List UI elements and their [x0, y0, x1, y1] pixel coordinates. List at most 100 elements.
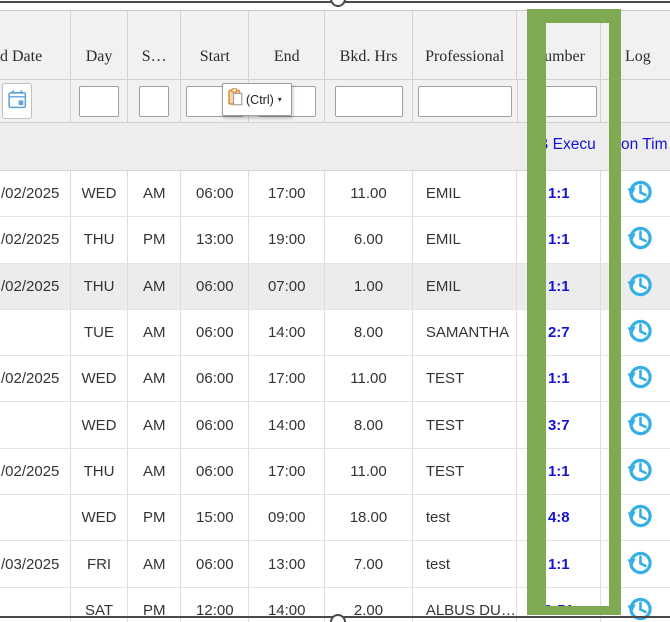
cell-day: FRI	[71, 541, 128, 586]
history-log-button[interactable]	[626, 549, 654, 580]
cell-professional: EMIL	[413, 171, 518, 216]
column-header-shift[interactable]: S…	[128, 11, 181, 79]
history-log-button[interactable]	[626, 271, 654, 302]
filter-cell-bkd	[325, 80, 413, 122]
cell-start: 13:00	[181, 217, 249, 262]
cell-number: 1:1	[517, 171, 601, 216]
table-row[interactable]: /02/2025 THU AM 06:00 17:00 11.00 TEST 1…	[0, 449, 670, 495]
filter-cell-slog	[601, 80, 670, 122]
cell-day: WED	[71, 171, 128, 216]
history-clock-icon	[626, 456, 654, 487]
table-row[interactable]: WED AM 06:00 14:00 8.00 TEST 3:7	[0, 402, 670, 448]
paste-popup-caret-icon[interactable]: ▾	[278, 95, 282, 104]
day-filter-input[interactable]	[79, 86, 119, 117]
number-link[interactable]: 1:1	[548, 231, 570, 248]
history-log-button[interactable]	[626, 502, 654, 533]
history-log-button[interactable]	[626, 410, 654, 441]
cell-date: /02/2025	[0, 264, 71, 309]
cell-professional: TEST	[413, 449, 518, 494]
cell-start: 06:00	[181, 171, 249, 216]
column-header-s-log[interactable]: S Log	[601, 11, 670, 79]
cell-end: 17:00	[249, 171, 325, 216]
table-row[interactable]: /02/2025 THU PM 13:00 19:00 6.00 EMIL 1:…	[0, 217, 670, 263]
date-filter-calendar-button[interactable]	[2, 83, 32, 119]
cell-end: 13:00	[249, 541, 325, 586]
paste-options-popup[interactable]: (Ctrl) ▾	[222, 83, 292, 116]
cell-bkd-hrs: 7.00	[325, 541, 413, 586]
column-header-bkd-hrs[interactable]: Bkd. Hrs	[325, 11, 413, 79]
number-link[interactable]: 4:8	[548, 509, 570, 526]
professional-filter-input[interactable]	[418, 86, 512, 117]
history-clock-icon	[626, 271, 654, 302]
cell-date: /02/2025	[0, 449, 71, 494]
column-header-professional[interactable]: Professional	[413, 11, 517, 79]
table-header-row: d Date Day S… Start End Bkd. Hrs Profess…	[0, 11, 670, 80]
history-clock-icon	[626, 502, 654, 533]
cell-day: WED	[71, 402, 128, 447]
selection-handle-top[interactable]	[330, 0, 346, 7]
execution-time-row: B Execu on Tim	[0, 123, 670, 171]
number-link[interactable]: 1:1	[548, 463, 570, 480]
number-link[interactable]: 1:1	[548, 185, 570, 202]
table-row[interactable]: WED PM 15:00 09:00 18.00 test 4:8	[0, 495, 670, 541]
number-link[interactable]: 2:7	[548, 324, 570, 341]
history-log-button[interactable]	[626, 224, 654, 255]
cell-professional: SAMANTHA	[413, 310, 518, 355]
number-link[interactable]: 1:1	[548, 370, 570, 387]
calendar-icon	[7, 89, 28, 113]
cell-number: 1:1	[517, 264, 601, 309]
cell-s-log	[601, 495, 670, 540]
cell-s-log	[601, 171, 670, 216]
cell-s-log	[601, 449, 670, 494]
column-header-number[interactable]: Number	[517, 11, 601, 79]
number-link[interactable]: 3:7	[548, 417, 570, 434]
cell-start: 06:00	[181, 541, 249, 586]
history-log-button[interactable]	[626, 363, 654, 394]
shift-filter-input[interactable]	[139, 86, 169, 117]
execution-time-label-left: B Execu	[538, 136, 596, 154]
cell-shift: AM	[128, 449, 181, 494]
filter-cell-num	[518, 80, 602, 122]
cell-end: 14:00	[249, 310, 325, 355]
cell-bkd-hrs: 8.00	[325, 310, 413, 355]
filter-cell-prof	[413, 80, 517, 122]
table-row[interactable]: TUE AM 06:00 14:00 8.00 SAMANTHA 2:7	[0, 310, 670, 356]
cell-day: TUE	[71, 310, 128, 355]
cell-bkd-hrs: 11.00	[325, 171, 413, 216]
cell-shift: AM	[128, 171, 181, 216]
cell-day: THU	[71, 264, 128, 309]
column-header-date[interactable]: d Date	[0, 11, 71, 79]
number-filter-input[interactable]	[540, 86, 597, 117]
cell-date: /02/2025	[0, 217, 71, 262]
cell-bkd-hrs: 18.00	[325, 495, 413, 540]
cell-s-log	[601, 217, 670, 262]
bkd-hrs-filter-input[interactable]	[335, 86, 403, 117]
cell-day: WED	[71, 356, 128, 401]
table-row[interactable]: /03/2025 FRI AM 06:00 13:00 7.00 test 1:…	[0, 541, 670, 587]
cell-number: 1:1	[517, 217, 601, 262]
history-log-button[interactable]	[626, 317, 654, 348]
history-log-button[interactable]	[626, 178, 654, 209]
number-link[interactable]: 1:1	[548, 556, 570, 573]
cell-number: 3:7	[517, 402, 601, 447]
number-link[interactable]: 1:1	[548, 278, 570, 295]
cell-start: 06:00	[181, 356, 249, 401]
column-header-day[interactable]: Day	[71, 11, 128, 79]
column-header-start[interactable]: Start	[181, 11, 249, 79]
table-row[interactable]: /02/2025 WED AM 06:00 17:00 11.00 EMIL 1…	[0, 171, 670, 217]
filter-cell-date	[0, 80, 71, 122]
history-log-button[interactable]	[626, 456, 654, 487]
cell-professional: TEST	[413, 356, 518, 401]
table-row[interactable]: /02/2025 WED AM 06:00 17:00 11.00 TEST 1…	[0, 356, 670, 402]
cell-s-log	[601, 356, 670, 401]
history-clock-icon	[626, 410, 654, 441]
cell-day: THU	[71, 217, 128, 262]
table-row[interactable]: /02/2025 THU AM 06:00 07:00 1.00 EMIL 1:…	[0, 264, 670, 310]
cell-end: 09:00	[249, 495, 325, 540]
cell-day: THU	[71, 449, 128, 494]
cell-date: /02/2025	[0, 171, 71, 216]
column-header-end[interactable]: End	[249, 11, 325, 79]
cell-s-log	[601, 541, 670, 586]
cell-professional: test	[413, 541, 518, 586]
cell-day: WED	[71, 495, 128, 540]
